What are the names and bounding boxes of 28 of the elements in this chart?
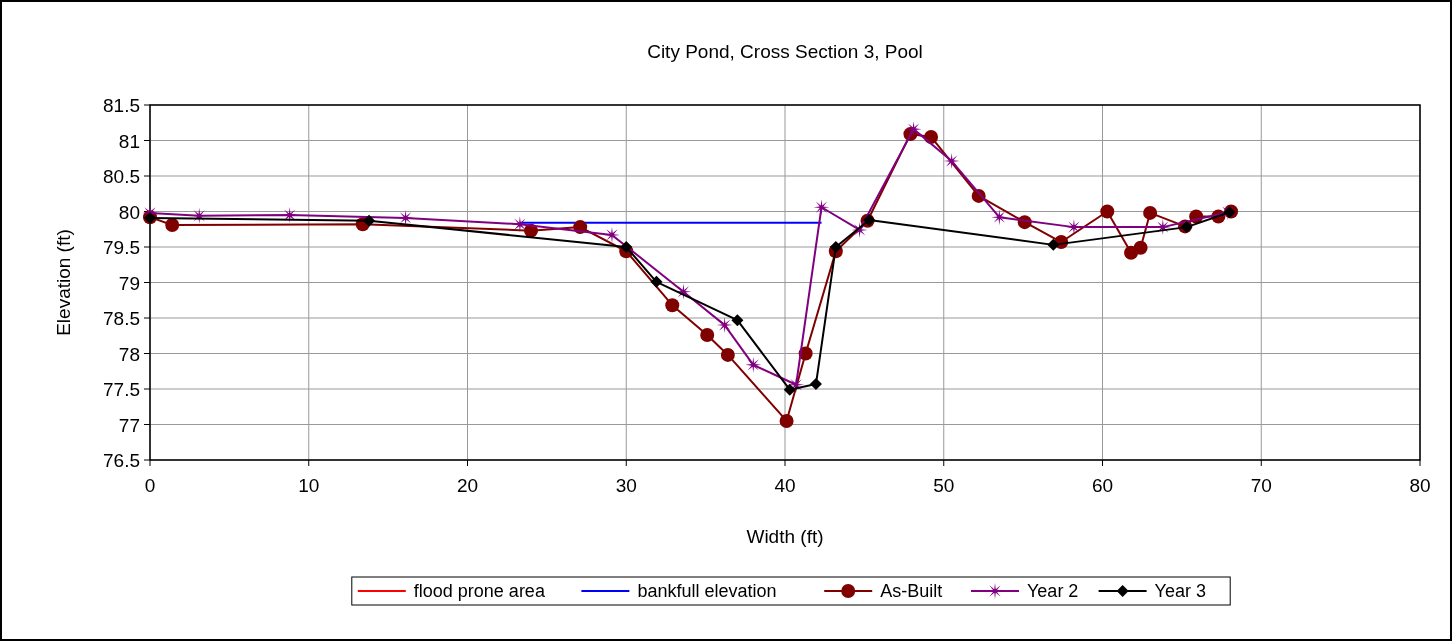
y-tick-label: 77 <box>118 414 140 436</box>
y-tick-label: 79 <box>118 272 140 294</box>
y-axis-title: Elevation (ft) <box>53 229 74 336</box>
x-tick-label: 70 <box>1250 475 1272 496</box>
y-tick-label: 76.5 <box>103 450 140 471</box>
y-tick-label: 78.5 <box>103 308 140 329</box>
legend-label: Year 2 <box>1027 581 1079 601</box>
legend-label: flood prone area <box>413 581 546 601</box>
y-tick-label: 77.5 <box>103 379 140 400</box>
x-axis-title: Width (ft) <box>746 526 824 547</box>
x-tick-label: 80 <box>1409 475 1431 496</box>
x-tick-label: 40 <box>774 475 796 496</box>
y-tick-label: 81 <box>118 130 140 152</box>
y-tick-label: 78 <box>118 343 140 365</box>
x-tick-label: 0 <box>144 475 156 496</box>
y-tick-label: 79.5 <box>103 237 140 258</box>
y-tick-label: 81.5 <box>103 95 140 116</box>
x-tick-label: 10 <box>298 475 320 496</box>
y-tick-label: 80.5 <box>103 166 140 187</box>
legend-label: As-Built <box>880 581 943 601</box>
chart-title: City Pond, Cross Section 3, Pool <box>647 41 923 62</box>
legend-label: Year 3 <box>1154 581 1206 601</box>
x-tick-label: 60 <box>1091 475 1114 496</box>
x-tick-label: 20 <box>456 475 479 496</box>
legend-label: bankfull elevation <box>637 581 777 601</box>
x-tick-label: 30 <box>615 475 637 496</box>
y-tick-label: 80 <box>118 201 140 223</box>
x-tick-label: 50 <box>933 475 955 496</box>
